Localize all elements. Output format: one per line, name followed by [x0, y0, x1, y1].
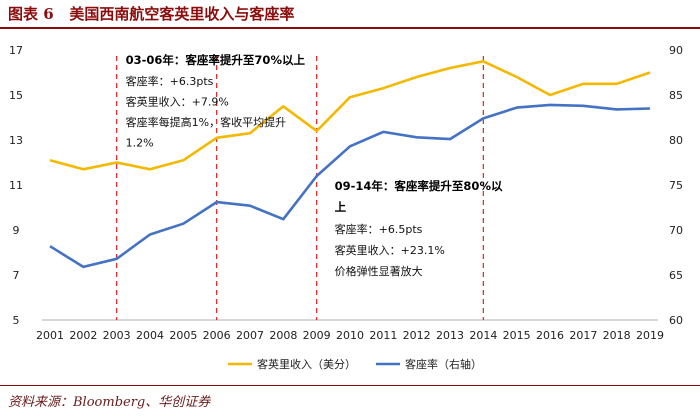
legend-load-factor-label: 客座率（右轴）: [405, 357, 482, 371]
y-right-tick-label: 75: [669, 179, 683, 192]
x-tick-label: 2016: [536, 329, 564, 342]
load-factor-series-line: [49, 103, 651, 269]
y-right-tick-label: 65: [669, 269, 683, 282]
x-tick-label: 2004: [136, 329, 164, 342]
y-left-tick-label: 17: [9, 44, 23, 57]
x-tick-label: 2005: [169, 329, 197, 342]
y-left-tick-label: 9: [13, 224, 20, 237]
figure-title-text: 美国西南航空客英里收入与客座率: [69, 5, 295, 23]
x-tick-label: 2006: [203, 329, 231, 342]
source-divider: [0, 385, 700, 386]
y-left-tick-label: 15: [9, 89, 23, 102]
annotation-2-line: 价格弹性显著放大: [335, 264, 423, 278]
annotation-2-line: 客座率：+6.5pts: [335, 222, 423, 236]
x-tick-label: 2003: [103, 329, 131, 342]
yield-series-line: [49, 59, 651, 171]
annotation-2-line: 客英里收入：+23.1%: [335, 243, 445, 257]
chart: 2001 2002 2003 2004 2005 2006 2007 2008 2009 2010…: [9, 44, 683, 371]
y-left-tick-label: 11: [9, 179, 23, 192]
x-tick-label: 2015: [503, 329, 531, 342]
figure-number: 图表 6: [8, 5, 54, 23]
annotation-1-line: 1.2%: [126, 137, 154, 150]
x-tick-label: 2008: [269, 329, 297, 342]
annotation-1-line: 客座率每提高1%，客收平均提升: [126, 115, 286, 129]
figure-title-bar: 图表 6 美国西南航空客英里收入与客座率: [0, 0, 700, 26]
source-note: 资料来源：Bloomberg、华创证券: [8, 395, 211, 410]
y-left-tick-label: 7: [13, 269, 20, 282]
x-tick-label: 2002: [69, 329, 97, 342]
y-right-tick-label: 70: [669, 224, 683, 237]
y-right-tick-label: 80: [669, 134, 683, 147]
annotation-2-heading: 09-14年：客座率提升至80%以: [335, 179, 503, 193]
x-tick-label: 2007: [236, 329, 264, 342]
y-right-tick-label: 60: [669, 314, 683, 327]
x-tick-label: 2011: [369, 329, 397, 342]
x-tick-label: 2012: [403, 329, 431, 342]
x-tick-label: 2010: [336, 329, 364, 342]
annotation-1-heading: 03-06年：客座率提升至70%以上: [126, 53, 306, 67]
x-tick-label: 2017: [569, 329, 597, 342]
y-left-tick-label: 5: [13, 314, 20, 327]
x-tick-label: 2014: [469, 329, 497, 342]
legend-yield-label: 客英里收入（美分）: [257, 357, 356, 371]
x-tick-label: 2018: [603, 329, 631, 342]
annotation-1-line: 客座率：+6.3pts: [126, 74, 214, 88]
annotation-1-line: 客英里收入：+7.9%: [126, 95, 229, 109]
y-right-tick-label: 85: [669, 89, 683, 102]
x-tick-label: 2001: [36, 329, 64, 342]
x-tick-label: 2009: [303, 329, 331, 342]
x-tick-label: 2019: [636, 329, 664, 342]
x-tick-label: 2013: [436, 329, 464, 342]
y-right-tick-label: 90: [669, 44, 683, 57]
figure-title: 图表 6 美国西南航空客英里收入与客座率: [8, 3, 294, 24]
title-divider: [0, 27, 700, 29]
annotation-2-heading-cont: 上: [335, 200, 347, 214]
y-left-tick-label: 13: [9, 134, 23, 147]
